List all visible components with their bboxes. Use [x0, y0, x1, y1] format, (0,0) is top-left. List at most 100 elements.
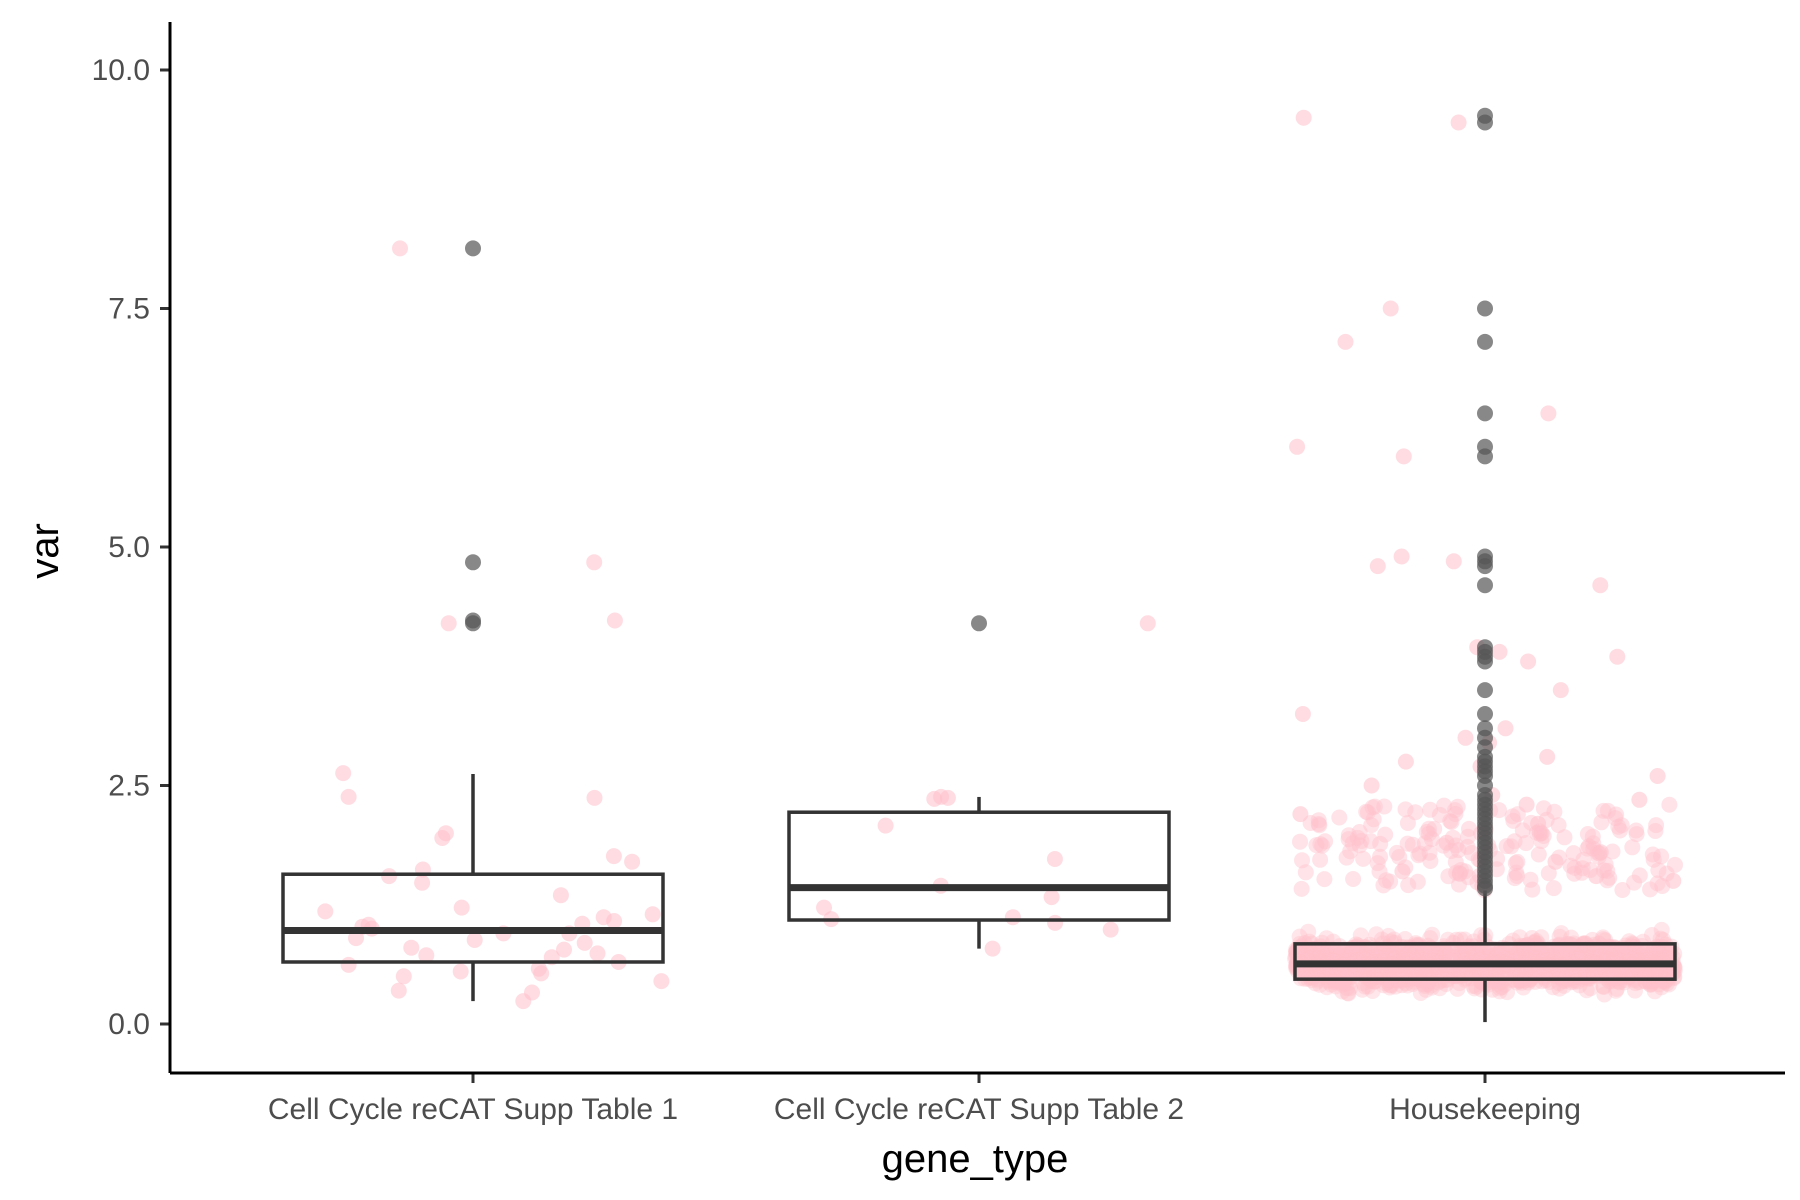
jitter-point [1653, 921, 1670, 938]
jitter-point [1396, 947, 1413, 964]
jitter-point [1422, 853, 1439, 869]
jitter-point [1395, 448, 1412, 465]
jitter-point [1318, 979, 1335, 996]
jitter-point [1566, 859, 1583, 876]
jitter-point [1598, 964, 1615, 981]
jitter-point [1294, 852, 1310, 869]
jitter-point [984, 940, 1001, 957]
jitter-point [1353, 833, 1370, 849]
jitter-point [1491, 802, 1507, 819]
jitter-point [1344, 945, 1360, 962]
jitter-point [1450, 842, 1467, 859]
jitter-point [1645, 942, 1662, 959]
jitter-point [1565, 965, 1582, 982]
jitter-point [1375, 877, 1392, 894]
jitter-point [1375, 964, 1392, 981]
jitter-point [1448, 864, 1465, 881]
jitter-point [1420, 820, 1437, 837]
jitter-point [1442, 813, 1459, 829]
jitter-point [1509, 964, 1526, 980]
jitter-point [1582, 943, 1599, 960]
outlier-point [1477, 405, 1493, 422]
jitter-point [1613, 817, 1630, 834]
jitter-point [1447, 806, 1464, 822]
jitter-point [1512, 937, 1529, 954]
jitter-point [1304, 944, 1321, 960]
jitter-point [1407, 804, 1424, 821]
jitter-point [1325, 964, 1342, 981]
jitter-point [1644, 927, 1660, 943]
jitter-point [1506, 870, 1523, 887]
jitter-point [1443, 843, 1460, 859]
jitter-point [1590, 964, 1607, 981]
y-axis-title: var [23, 523, 67, 579]
jitter-point [1599, 872, 1616, 889]
jitter-point [1363, 817, 1380, 834]
jitter-point [1316, 871, 1333, 888]
jitter-point [1348, 942, 1365, 959]
jitter-point [1444, 829, 1461, 846]
jitter-point [1499, 984, 1516, 1001]
jitter-point [1418, 824, 1435, 840]
jitter-point [1655, 965, 1672, 982]
jitter-point [1508, 947, 1525, 964]
jitter-point [1627, 982, 1643, 999]
jitter-point [1452, 942, 1469, 959]
jitter-point [1614, 882, 1631, 898]
jitter-point [1387, 947, 1404, 964]
jitter-point [1614, 969, 1631, 986]
jitter-point [1654, 943, 1671, 960]
jitter-point [1350, 947, 1367, 964]
jitter-point [1377, 826, 1394, 843]
jitter-point [1618, 947, 1635, 964]
jitter-point [1312, 946, 1329, 962]
jitter-point [1445, 553, 1462, 570]
jitter-point [1646, 964, 1663, 980]
jitter-point [1453, 944, 1470, 961]
outlier-point [1477, 682, 1493, 699]
jitter-point [1639, 947, 1656, 964]
jitter-point [1386, 964, 1403, 981]
jitter-point [1411, 845, 1428, 862]
jitter-point [1642, 973, 1659, 989]
jitter-point [1658, 865, 1675, 882]
jitter-point [1566, 865, 1583, 882]
jitter-point [1289, 438, 1306, 455]
jitter-point [1351, 824, 1368, 840]
jitter-point [1597, 941, 1614, 958]
outlier-point [1477, 333, 1493, 350]
jitter-point [1480, 943, 1497, 960]
jitter-point [392, 240, 408, 257]
jitter-point [1641, 946, 1658, 963]
jitter-point [1624, 946, 1641, 963]
jitter-points [317, 109, 1683, 1010]
jitter-point [1440, 868, 1457, 885]
jitter-point [1393, 548, 1410, 565]
jitter-point [1410, 847, 1427, 864]
jitter-point [1418, 981, 1435, 998]
jitter-point [1592, 844, 1609, 861]
jitter-point [1397, 859, 1414, 876]
jitter-point [1420, 937, 1437, 954]
jitter-point [1547, 853, 1564, 870]
jitter-point [1588, 868, 1605, 885]
jitter-point [1613, 942, 1630, 959]
jitter-point [1411, 964, 1428, 981]
jitter-point [1492, 945, 1509, 962]
jitter-point [1551, 980, 1568, 997]
jitter-point [1622, 945, 1639, 962]
jitter-point [1387, 947, 1404, 964]
jitter-point [1450, 114, 1467, 131]
jitter-point [1460, 869, 1477, 886]
jitter-point [939, 789, 956, 806]
jitter-point [1656, 946, 1673, 963]
jitter-point [1536, 946, 1553, 962]
jitter-point [1546, 946, 1563, 963]
jitter-point [1338, 980, 1355, 997]
jitter-point [1654, 878, 1671, 894]
jitter-point [1422, 930, 1439, 947]
jitter-point [1417, 963, 1433, 980]
jitter-point [437, 825, 454, 842]
jitter-point [1646, 983, 1663, 1000]
